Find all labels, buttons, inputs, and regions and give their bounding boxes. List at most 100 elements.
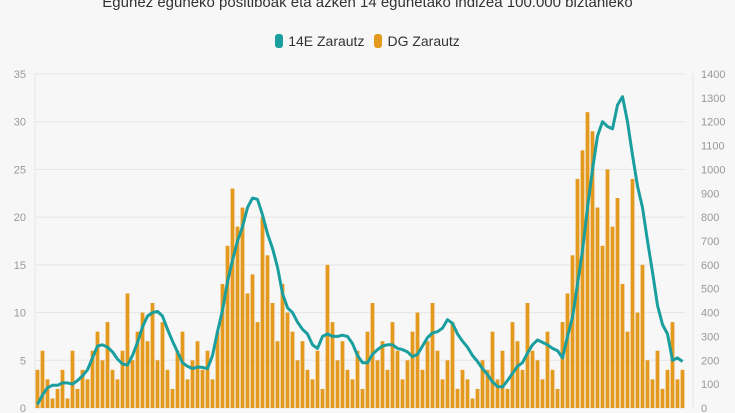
right-tick-label: 700 bbox=[701, 236, 719, 248]
bar-dg bbox=[585, 112, 590, 409]
bar-dg bbox=[605, 169, 610, 408]
bar-dg bbox=[225, 245, 230, 408]
bar-dg bbox=[560, 322, 565, 408]
bar-dg bbox=[580, 150, 585, 409]
bar-dg bbox=[320, 388, 325, 408]
legend-swatch-dg bbox=[374, 34, 383, 48]
bar-dg bbox=[95, 331, 100, 408]
bar-dg bbox=[100, 360, 105, 408]
bar-dg bbox=[155, 360, 160, 408]
bar-dg bbox=[240, 207, 245, 408]
bar-dg bbox=[115, 379, 120, 408]
right-tick-label: 900 bbox=[701, 188, 719, 200]
bar-dg bbox=[45, 379, 50, 408]
bar-dg bbox=[355, 350, 360, 408]
bar-dg bbox=[335, 360, 340, 408]
bar-dg bbox=[215, 331, 220, 408]
right-tick-label: 600 bbox=[701, 260, 719, 272]
bar-dg bbox=[380, 341, 385, 408]
right-tick-label: 200 bbox=[701, 355, 719, 367]
bar-dg bbox=[540, 379, 545, 408]
bar-dg bbox=[195, 341, 200, 408]
bar-dg bbox=[190, 360, 195, 408]
right-tick-label: 400 bbox=[701, 308, 719, 320]
bar-dg bbox=[340, 341, 345, 408]
left-tick-label: 35 bbox=[14, 69, 26, 81]
bar-dg bbox=[400, 379, 405, 408]
bar-dg bbox=[465, 379, 470, 408]
left-tick-label: 10 bbox=[14, 308, 26, 320]
bar-dg bbox=[480, 360, 485, 408]
legend-label-dg: DG Zarautz bbox=[387, 33, 460, 49]
bar-dg bbox=[255, 322, 260, 408]
right-tick-label: 500 bbox=[701, 284, 719, 296]
bar-dg bbox=[630, 178, 635, 408]
bar-dg bbox=[65, 398, 70, 408]
bar-dg bbox=[80, 369, 85, 408]
bar-dg bbox=[125, 293, 130, 408]
bar-dg bbox=[545, 331, 550, 408]
bar-dg bbox=[60, 369, 65, 408]
bar-dg bbox=[530, 350, 535, 408]
bar-dg bbox=[450, 322, 455, 408]
chart-title: Egunez eguneko positiboak eta azken 14 e… bbox=[102, 0, 633, 11]
bar-dg bbox=[360, 388, 365, 408]
bar-dg bbox=[470, 398, 475, 408]
bar-dg bbox=[230, 188, 235, 408]
bar-dg bbox=[650, 379, 655, 408]
bar-dg bbox=[395, 350, 400, 408]
bar-dg bbox=[365, 331, 370, 408]
legend-item-14e[interactable]: 14E Zarautz bbox=[275, 33, 364, 49]
bar-dg bbox=[635, 312, 640, 408]
bar-dg bbox=[185, 379, 190, 408]
bar-dg bbox=[305, 369, 310, 408]
bar-dg bbox=[135, 331, 140, 408]
bar-dg bbox=[170, 388, 175, 408]
bar-dg bbox=[565, 293, 570, 408]
bar-dg bbox=[655, 350, 660, 408]
right-tick-label: 300 bbox=[701, 331, 719, 343]
left-tick-label: 15 bbox=[14, 260, 26, 272]
bar-dg bbox=[330, 322, 335, 408]
bar-dg bbox=[445, 360, 450, 408]
bar-dg bbox=[130, 360, 135, 408]
bar-dg bbox=[460, 369, 465, 408]
bar-dg bbox=[620, 283, 625, 408]
right-tick-label: 1100 bbox=[701, 141, 725, 153]
bar-dg bbox=[610, 226, 615, 408]
bar-dg bbox=[440, 379, 445, 408]
bar-dg bbox=[385, 369, 390, 408]
left-tick-label: 0 bbox=[20, 403, 26, 413]
bar-dg bbox=[590, 131, 595, 408]
bar-dg bbox=[430, 303, 435, 408]
bar-dg bbox=[670, 322, 675, 408]
bar-dg bbox=[520, 369, 525, 408]
bar-dg bbox=[140, 312, 145, 408]
bar-dg bbox=[300, 341, 305, 408]
bar-dg bbox=[375, 360, 380, 408]
bar-dg bbox=[250, 274, 255, 408]
legend-item-dg[interactable]: DG Zarautz bbox=[374, 33, 460, 49]
bar-dg bbox=[455, 388, 460, 408]
bar-dg bbox=[75, 388, 80, 408]
left-tick-label: 5 bbox=[20, 355, 26, 367]
bar-dg bbox=[495, 379, 500, 408]
left-tick-label: 20 bbox=[14, 212, 26, 224]
bar-dg bbox=[40, 350, 45, 408]
bar-dg bbox=[405, 360, 410, 408]
bar-dg bbox=[345, 369, 350, 408]
bar-dg bbox=[295, 360, 300, 408]
bar-dg bbox=[85, 379, 90, 408]
legend-swatch-14e bbox=[275, 34, 284, 48]
bar-dg bbox=[270, 303, 275, 408]
bar-dg bbox=[245, 293, 250, 408]
bar-dg bbox=[415, 312, 420, 408]
bar-dg bbox=[425, 341, 430, 408]
bar-dg bbox=[285, 312, 290, 408]
bar-dg bbox=[675, 379, 680, 408]
bar-dg bbox=[410, 331, 415, 408]
bar-dg bbox=[160, 322, 165, 408]
bar-dg bbox=[515, 341, 520, 408]
bar-dg bbox=[90, 350, 95, 408]
